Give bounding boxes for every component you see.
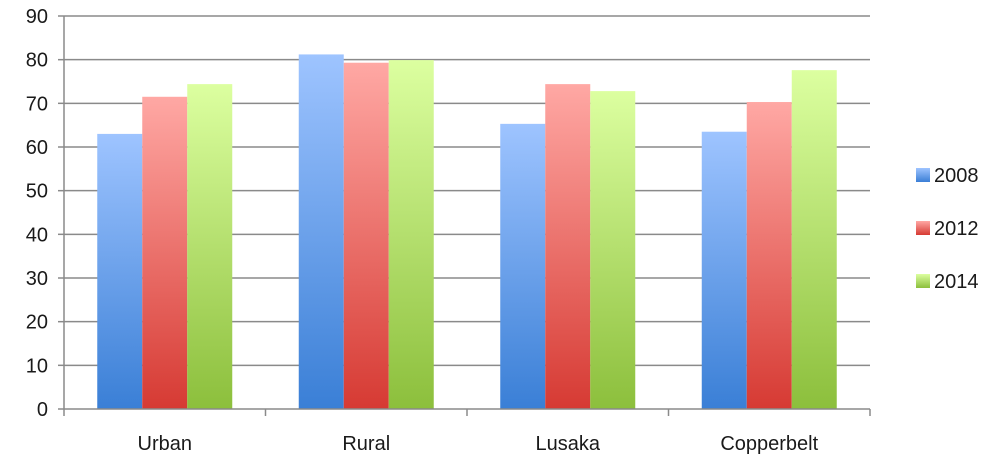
bar-2014-rural <box>388 60 434 409</box>
x-tick-label-rural: Rural <box>342 433 390 455</box>
bars <box>97 54 837 410</box>
bar-2008-rural <box>298 54 344 409</box>
bar-2008-urban <box>97 133 143 409</box>
y-tick-label-20: 20 <box>26 312 48 334</box>
y-tick-label-50: 50 <box>26 181 48 203</box>
y-tick-label-0: 0 <box>37 399 48 421</box>
bar-2012-rural <box>343 62 389 410</box>
y-tick-label-70: 70 <box>26 93 48 115</box>
y-tick-label-40: 40 <box>26 224 48 246</box>
bar-2014-copperbelt <box>791 70 837 409</box>
legend: 2008 2012 2014 <box>916 165 979 293</box>
y-tick-label-90: 90 <box>26 6 48 28</box>
bar-2008-copperbelt <box>701 131 747 409</box>
y-tick-label-80: 80 <box>26 50 48 72</box>
legend-swatch-2008 <box>916 168 930 182</box>
legend-label-2012: 2012 <box>934 218 979 240</box>
bar-2008-lusaka <box>500 123 546 410</box>
bar-2012-urban <box>142 96 188 410</box>
legend-swatch-2014 <box>916 274 930 288</box>
bar-2014-lusaka <box>590 91 636 410</box>
y-tick-label-30: 30 <box>26 268 48 290</box>
legend-label-2008: 2008 <box>934 165 979 187</box>
bar-2014-urban <box>187 84 233 410</box>
x-tick-label-copperbelt: Copperbelt <box>720 433 818 455</box>
bar-2012-copperbelt <box>746 102 792 410</box>
axes: 0 10 20 30 40 50 60 70 80 90 Urban Rural Lusaka Coppe… <box>26 6 871 455</box>
y-tick-label-60: 60 <box>26 137 48 159</box>
y-tick-label-10: 10 <box>26 355 48 377</box>
x-tick-label-lusaka: Lusaka <box>536 433 601 455</box>
x-tick-label-urban: Urban <box>138 433 192 455</box>
bar-2012-lusaka <box>545 84 591 410</box>
legend-swatch-2012 <box>916 221 930 235</box>
legend-label-2014: 2014 <box>934 271 979 293</box>
